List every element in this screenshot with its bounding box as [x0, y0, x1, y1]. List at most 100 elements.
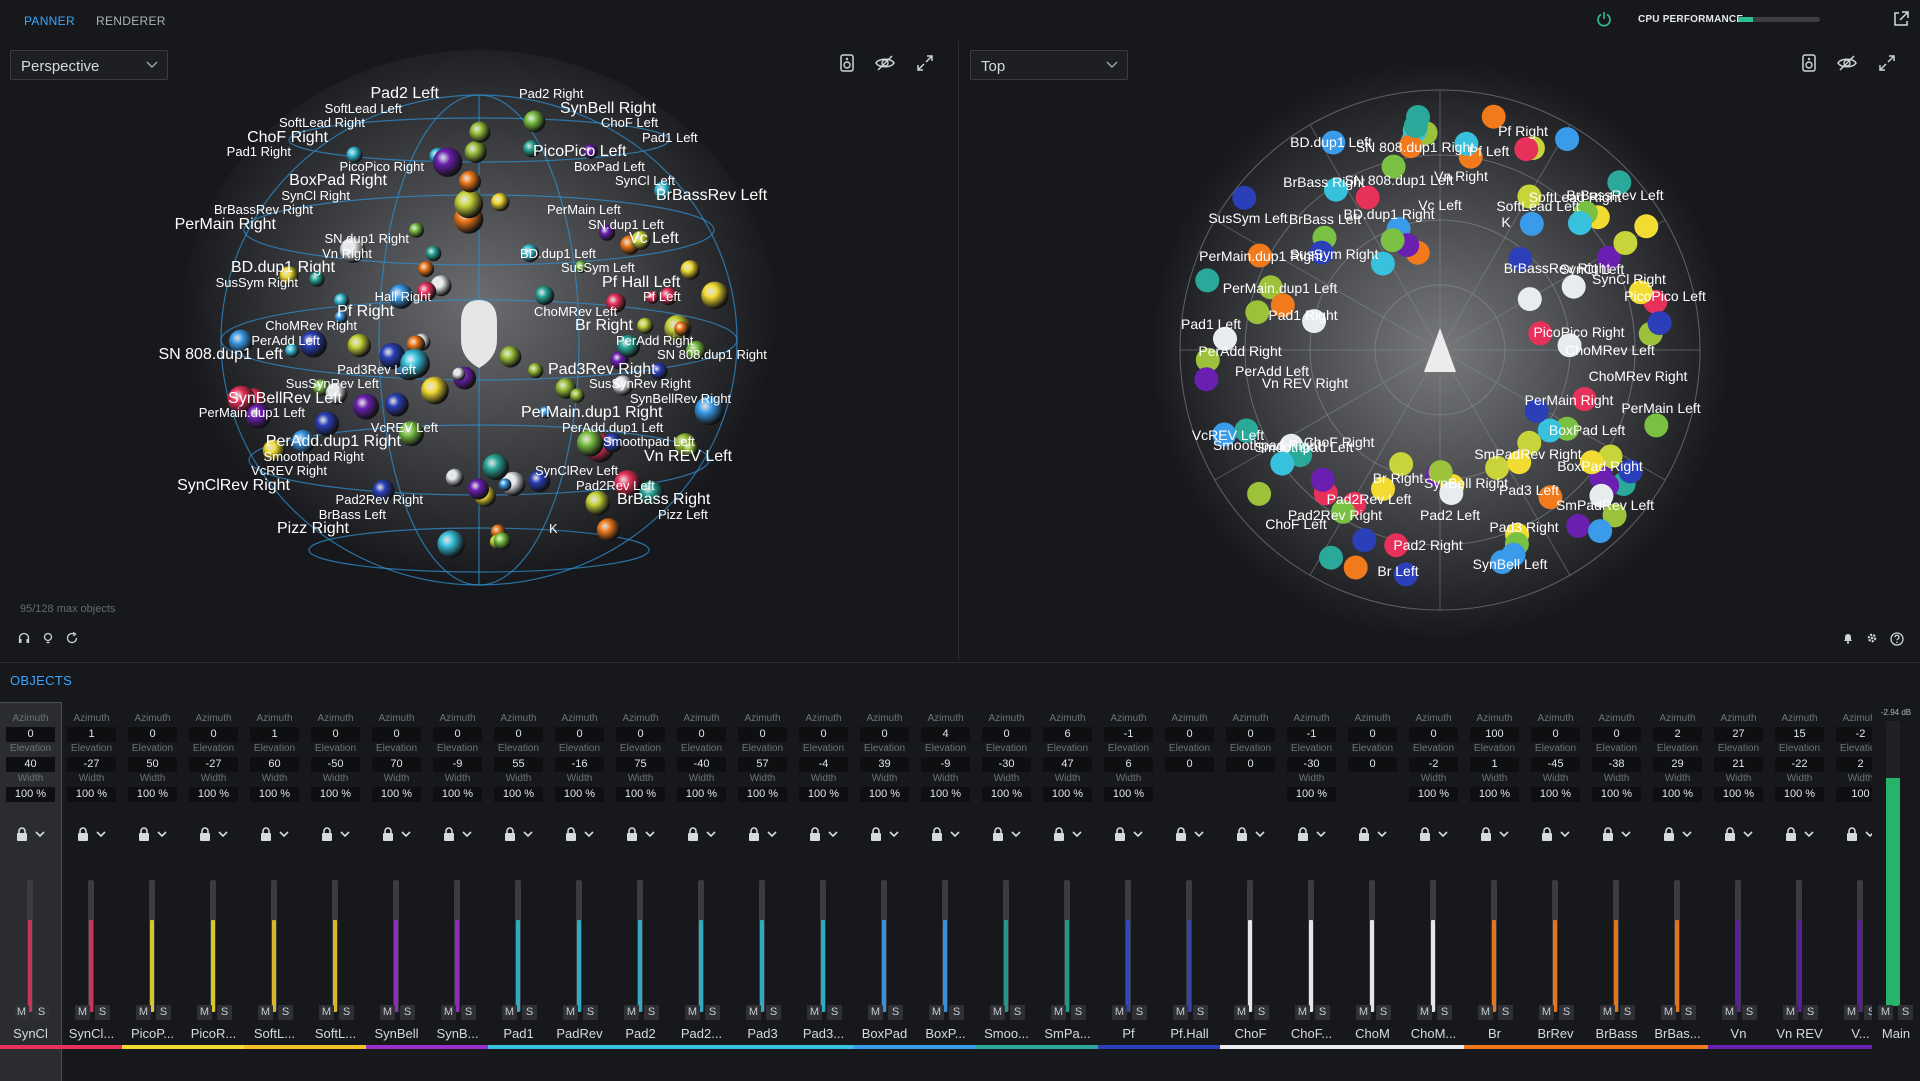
object-sphere[interactable] [400, 348, 430, 379]
lock-icon[interactable] [441, 827, 481, 841]
object-sphere[interactable] [262, 439, 285, 462]
solo-button[interactable]: S [644, 1005, 659, 1020]
elevation-input[interactable]: 75 [616, 757, 665, 772]
solo-button[interactable]: S [1559, 1005, 1574, 1020]
lightbulb-icon[interactable] [42, 632, 54, 644]
object-strip[interactable]: Azimuth 0 Elevation -2 Width 100 % M S ChoM... [1403, 703, 1464, 1081]
lock-icon[interactable] [807, 827, 847, 841]
object-strip[interactable]: Azimuth 0 Elevation -30 Width 100 % M S Smoo... [976, 703, 1037, 1081]
object-dot[interactable] [1528, 321, 1553, 346]
object-sphere[interactable] [498, 478, 512, 492]
object-sphere[interactable] [701, 281, 729, 309]
object-dot[interactable] [1628, 280, 1653, 305]
azimuth-input[interactable]: 1 [250, 727, 299, 742]
volume-fader[interactable] [1857, 880, 1863, 1012]
object-sphere[interactable] [596, 518, 621, 542]
elevation-input[interactable]: -4 [799, 757, 848, 772]
object-sphere[interactable] [467, 478, 489, 500]
object-sphere[interactable] [646, 291, 659, 304]
width-input[interactable]: 100 % [799, 787, 848, 802]
object-sphere[interactable] [576, 429, 604, 457]
lock-icon[interactable] [1112, 827, 1152, 841]
lock-icon[interactable] [75, 827, 115, 841]
width-input[interactable]: 100 % [1470, 787, 1519, 802]
object-dot[interactable] [1288, 443, 1313, 468]
mute-button[interactable]: M [258, 1005, 273, 1020]
object-strip[interactable]: Azimuth 0 Elevation -45 Width 100 % M S BrRev [1525, 703, 1586, 1081]
object-dot[interactable] [1389, 452, 1414, 477]
width-input[interactable]: 100 % [250, 787, 299, 802]
object-dot[interactable] [1258, 275, 1283, 300]
object-sphere[interactable] [285, 343, 300, 358]
solo-button[interactable]: S [34, 1005, 49, 1020]
solo-button[interactable]: S [1071, 1005, 1086, 1020]
volume-fader[interactable] [454, 880, 460, 1012]
object-sphere[interactable] [585, 490, 611, 516]
object-strip[interactable]: Azimuth 2 Elevation 29 Width 100 % M S BrBas... [1647, 703, 1708, 1081]
object-dot[interactable] [1524, 399, 1549, 423]
object-sphere[interactable] [674, 321, 689, 336]
elevation-input[interactable]: 40 [6, 757, 55, 772]
solo-button[interactable]: S [95, 1005, 110, 1020]
object-dot[interactable] [1566, 513, 1591, 538]
object-sphere[interactable] [614, 470, 642, 498]
mute-button[interactable]: M [929, 1005, 944, 1020]
mute-button[interactable]: M [1478, 1005, 1493, 1020]
mute-button[interactable]: M [868, 1005, 883, 1020]
solo-button[interactable]: S [156, 1005, 171, 1020]
object-strip[interactable]: Azimuth 27 Elevation 21 Width 100 % M S Vn [1708, 703, 1769, 1081]
azimuth-input[interactable]: 0 [1592, 727, 1641, 742]
azimuth-input[interactable]: 0 [311, 727, 360, 742]
solo-button[interactable]: S [400, 1005, 415, 1020]
object-dot[interactable] [1393, 562, 1418, 587]
object-dot[interactable] [1647, 311, 1672, 336]
reset-icon[interactable] [66, 632, 78, 644]
width-input[interactable]: 100 % [189, 787, 238, 802]
object-sphere[interactable] [433, 147, 463, 177]
lock-icon[interactable] [1051, 827, 1091, 841]
object-sphere[interactable] [523, 110, 546, 133]
solo-button[interactable]: S [1498, 1005, 1513, 1020]
object-sphere[interactable] [299, 330, 327, 358]
object-sphere[interactable] [417, 281, 437, 302]
object-dot[interactable] [1331, 499, 1356, 524]
azimuth-input[interactable]: 0 [494, 727, 543, 742]
width-input[interactable]: 100 % [494, 787, 543, 802]
azimuth-input[interactable]: 0 [738, 727, 787, 742]
volume-fader[interactable] [637, 880, 643, 1012]
elevation-input[interactable]: -38 [1592, 757, 1641, 772]
solo-button[interactable]: S [1803, 1005, 1818, 1020]
lock-icon[interactable] [746, 827, 786, 841]
object-dot[interactable] [1247, 481, 1272, 506]
volume-fader[interactable] [27, 880, 33, 1012]
width-input[interactable]: 100 % [1287, 787, 1336, 802]
perspective-scene[interactable]: Pad2 Left Pad2 Right SoftLead Left SynBell … [0, 40, 958, 660]
object-sphere[interactable] [418, 261, 435, 277]
object-dot[interactable] [1607, 170, 1632, 195]
width-input[interactable]: 100 % [921, 787, 970, 802]
azimuth-input[interactable]: 0 [982, 727, 1031, 742]
view-mode-select-left[interactable]: Perspective [10, 50, 168, 80]
elevation-input[interactable]: 1 [1470, 757, 1519, 772]
mute-button[interactable]: M [441, 1005, 456, 1020]
object-dot[interactable] [1557, 333, 1582, 358]
object-dot[interactable] [1579, 450, 1604, 475]
azimuth-input[interactable]: 100 [1470, 727, 1519, 742]
expand-icon[interactable] [916, 54, 934, 72]
object-dot[interactable] [1538, 485, 1563, 510]
object-sphere[interactable] [686, 340, 707, 361]
object-sphere[interactable] [631, 230, 651, 250]
azimuth-input[interactable]: 0 [1531, 727, 1580, 742]
object-sphere[interactable] [246, 403, 271, 429]
volume-fader[interactable] [1796, 880, 1802, 1012]
object-dot[interactable] [1588, 519, 1613, 544]
width-input[interactable]: 100 % [1775, 787, 1824, 802]
lock-icon[interactable] [1173, 827, 1213, 841]
object-sphere[interactable] [346, 146, 363, 163]
object-sphere[interactable] [499, 345, 522, 368]
volume-fader[interactable] [942, 880, 948, 1012]
volume-fader[interactable] [1308, 880, 1314, 1012]
object-dot[interactable] [1247, 243, 1272, 268]
width-input[interactable]: 100 % [1531, 787, 1580, 802]
object-sphere[interactable] [291, 429, 316, 454]
